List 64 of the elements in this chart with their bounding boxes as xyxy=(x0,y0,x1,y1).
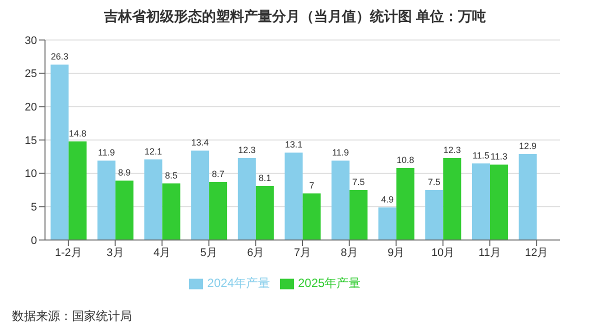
x-tick-label: 9月 xyxy=(388,246,405,259)
x-tick-label: 3月 xyxy=(106,246,124,259)
bar xyxy=(162,183,180,240)
data-label: 7 xyxy=(309,180,314,190)
bar xyxy=(191,150,210,240)
y-tick-label: 30 xyxy=(24,34,37,47)
data-label: 11.9 xyxy=(332,148,349,158)
data-label: 4.9 xyxy=(381,194,394,204)
x-tick-label: 10月 xyxy=(431,246,455,259)
data-label: 8.9 xyxy=(118,168,131,178)
data-label: 7.5 xyxy=(428,177,440,187)
chart-title: 吉林省初级形态的塑料产量分月（当月值）统计图 单位：万吨 xyxy=(103,8,487,26)
y-tick-label: 20 xyxy=(24,102,37,114)
bar xyxy=(472,163,490,240)
data-label: 12.1 xyxy=(144,146,162,156)
bar xyxy=(350,190,368,240)
bar xyxy=(490,164,508,240)
bar xyxy=(50,64,69,240)
data-label: 11.5 xyxy=(472,150,490,160)
legend-label: 2024年产量 xyxy=(207,276,270,290)
bar xyxy=(256,186,274,240)
data-label: 12.3 xyxy=(238,145,256,155)
data-label: 8.7 xyxy=(212,169,224,179)
data-label: 8.5 xyxy=(164,170,178,180)
data-label: 13.1 xyxy=(284,140,302,150)
bar xyxy=(97,160,116,240)
data-label: 12.9 xyxy=(519,141,537,151)
bar xyxy=(443,158,462,240)
x-tick-label: 11月 xyxy=(478,246,501,259)
bar xyxy=(284,152,303,240)
data-label: 10.8 xyxy=(396,155,414,165)
data-label: 8.1 xyxy=(258,173,272,183)
data-label: 7.5 xyxy=(352,177,365,187)
x-tick-label: 4月 xyxy=(153,246,171,259)
bar xyxy=(144,159,162,240)
x-tick-label: 8月 xyxy=(340,246,358,259)
data-label: 12.3 xyxy=(443,145,461,155)
bar xyxy=(238,158,256,240)
x-tick-label: 5月 xyxy=(200,246,218,259)
data-label: 26.3 xyxy=(50,52,68,62)
bar xyxy=(302,193,321,240)
data-label: 14.8 xyxy=(68,128,86,138)
y-tick-label: 15 xyxy=(24,134,37,147)
legend-label: 2025年产量 xyxy=(298,276,361,290)
bar xyxy=(115,180,134,240)
y-tick-label: 5 xyxy=(30,202,37,214)
x-tick-label: 12月 xyxy=(524,246,548,259)
x-tick-label: 7月 xyxy=(294,246,312,259)
bar xyxy=(68,141,87,240)
bar xyxy=(378,207,396,240)
y-tick-label: 10 xyxy=(24,168,37,180)
data-label: 11.9 xyxy=(98,148,115,158)
bar xyxy=(332,160,350,240)
data-label: 13.4 xyxy=(191,138,209,148)
bar xyxy=(396,168,414,240)
data-label: 11.3 xyxy=(490,152,508,162)
y-tick-label: 25 xyxy=(24,68,37,80)
x-tick-label: 6月 xyxy=(247,246,264,259)
bar xyxy=(518,154,537,240)
source-note: 数据来源：国家统计局 xyxy=(12,308,132,325)
bar xyxy=(209,182,228,240)
y-tick-label: 0 xyxy=(30,234,37,247)
x-tick-label: 1-2月 xyxy=(54,246,82,259)
bar xyxy=(425,190,444,240)
